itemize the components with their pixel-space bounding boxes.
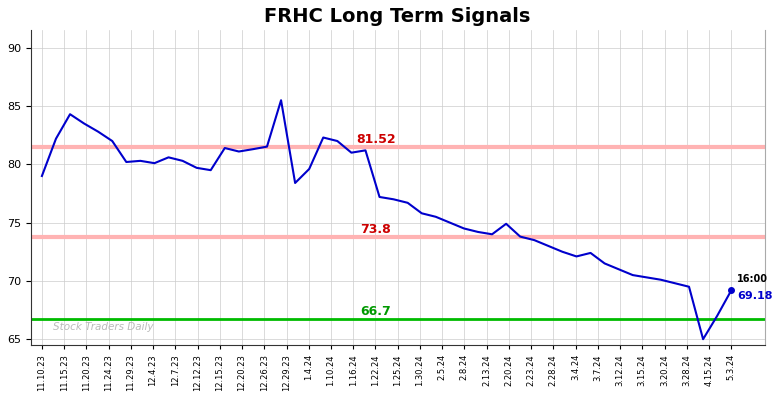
Title: FRHC Long Term Signals: FRHC Long Term Signals bbox=[264, 7, 531, 26]
Text: 73.8: 73.8 bbox=[361, 222, 391, 236]
Text: 69.18: 69.18 bbox=[737, 291, 772, 301]
Text: 66.7: 66.7 bbox=[361, 305, 391, 318]
Text: 16:00: 16:00 bbox=[737, 274, 768, 284]
Text: 81.52: 81.52 bbox=[356, 133, 395, 146]
Text: Stock Traders Daily: Stock Traders Daily bbox=[53, 322, 154, 332]
